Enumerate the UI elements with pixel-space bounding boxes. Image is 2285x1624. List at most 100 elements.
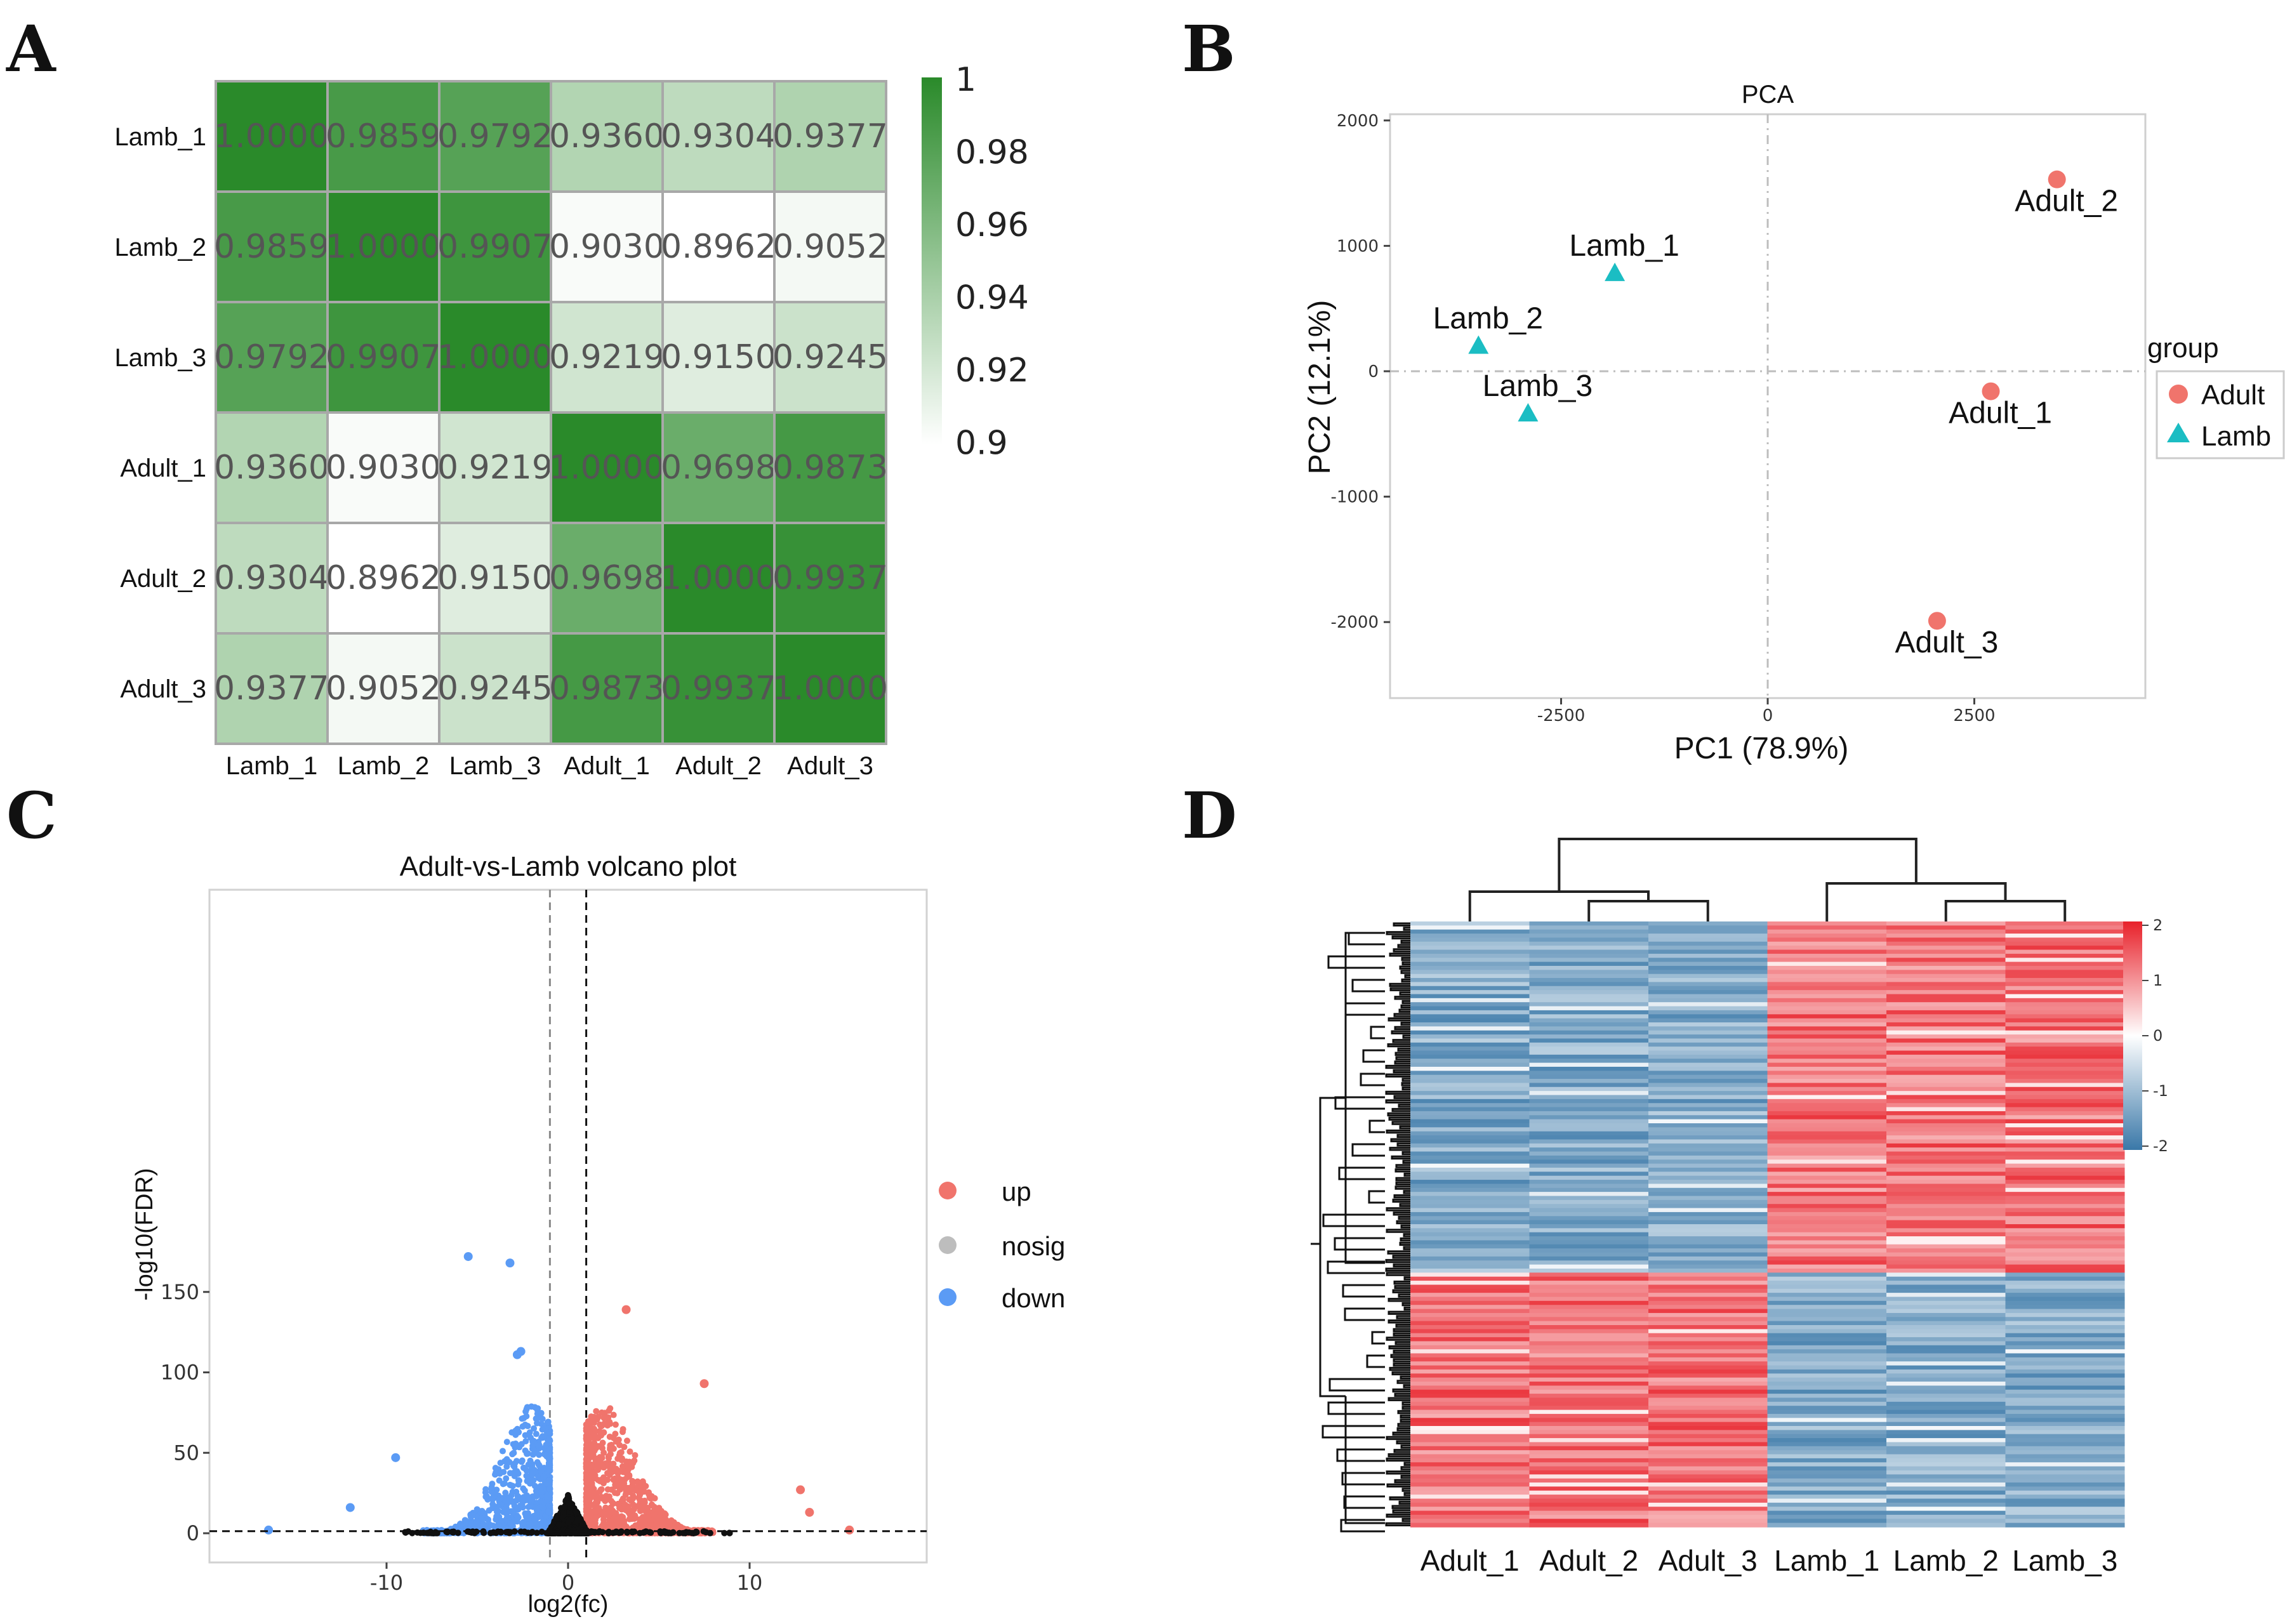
- heatmap-strip: [1410, 1341, 1530, 1346]
- heatmap-strip: [1767, 1430, 1887, 1435]
- heatmap-strip: [2005, 1284, 2125, 1290]
- heatmap-strip: [1767, 1357, 1887, 1363]
- heatmap-strip: [2005, 1228, 2125, 1233]
- heatmap-strip: [1529, 998, 1649, 1003]
- heatmap-strip: [1767, 1248, 1887, 1253]
- heatmap-strip: [1767, 937, 1887, 942]
- heatmap-strip: [1529, 941, 1649, 946]
- heatmap-strip: [2005, 974, 2125, 979]
- volcano-point: [508, 1482, 515, 1489]
- heatmap-strip: [1767, 1220, 1887, 1225]
- volcano-point: [524, 1450, 531, 1457]
- volcano-point: [668, 1524, 675, 1531]
- heatmap-strip: [1648, 1264, 1768, 1269]
- panel-b-label: B: [1182, 11, 1236, 86]
- heatmap-strip: [2005, 1026, 2125, 1031]
- heatmap-strip: [1529, 1046, 1649, 1052]
- heatmap-strip: [1529, 1510, 1649, 1515]
- heatmap-strip: [1886, 1309, 2006, 1314]
- volcano-point: [600, 1519, 607, 1526]
- heatmap-strip: [1529, 1211, 1649, 1217]
- heatmap-strip: [1767, 1127, 1887, 1132]
- heatmap-cell-value: 0.9052: [326, 670, 441, 708]
- heatmap-strip: [1886, 1059, 2006, 1064]
- heatmap-strip: [1648, 1010, 1768, 1015]
- heatmap-strip: [1648, 1187, 1768, 1192]
- heatmap-strip: [1410, 1418, 1530, 1423]
- heatmap-strip: [1886, 1095, 2006, 1100]
- heatmap-strip: [1410, 1232, 1530, 1237]
- heatmap-strip: [1410, 982, 1530, 987]
- pca-point-label: Adult_1: [1949, 397, 2052, 430]
- heatmap-strip: [2005, 1458, 2125, 1463]
- volcano-point: [626, 1510, 633, 1517]
- heatmap-strip: [2005, 1199, 2125, 1205]
- heatmap-strip: [1529, 1240, 1649, 1245]
- heatmap-strip: [1648, 1365, 1768, 1370]
- heatmap-strip: [1886, 937, 2006, 942]
- heatmap-strip: [1886, 1256, 2006, 1262]
- heatmap-strip: [1767, 1050, 1887, 1055]
- volcano-point: [614, 1474, 621, 1481]
- heatmap-strip: [1529, 1385, 1649, 1390]
- heatmap-strip: [1648, 1006, 1768, 1011]
- heatmap-strip: [1767, 1224, 1887, 1229]
- heatmap-strip: [1767, 1470, 1887, 1475]
- heatmap-cell-value: 0.9377: [772, 117, 888, 155]
- heatmap-strip: [2005, 1397, 2125, 1403]
- heatmap-strip: [1529, 1284, 1649, 1290]
- volcano-point: [468, 1512, 475, 1519]
- heatmap-strip: [1529, 1365, 1649, 1370]
- heatmap-cell: [661, 301, 776, 414]
- heatmap-strip: [2005, 1422, 2125, 1427]
- heatmap-strip: [1410, 929, 1530, 934]
- heatmap-strip: [1648, 1196, 1768, 1201]
- heatmap-strip: [1529, 1474, 1649, 1479]
- volcano-point: [468, 1521, 475, 1528]
- heatmap-strip: [1886, 1167, 2006, 1173]
- heatmap-strip: [1886, 961, 2006, 967]
- heatmap-strip: [1529, 1187, 1649, 1192]
- heatmap-strip: [1529, 1406, 1649, 1411]
- heatmap-strip: [2005, 1264, 2125, 1269]
- heatmap-strip: [1410, 1143, 1530, 1148]
- heatmap-strip: [1410, 1240, 1530, 1245]
- heatmap-strip: [1410, 1264, 1530, 1269]
- heatmap-strip: [1410, 990, 1530, 995]
- heatmap-strip: [2005, 986, 2125, 991]
- heatmap-cell-value: 0.9937: [661, 670, 776, 708]
- heatmap-strip: [1410, 934, 1530, 939]
- heatmap-strip: [1410, 1300, 1530, 1305]
- heatmap-strip: [1886, 1377, 2006, 1382]
- heatmap-strip: [1886, 1139, 2006, 1144]
- volcano-y-tick-label: 0: [187, 1521, 199, 1545]
- volcano-plot: -10 0 10 150 100 50 0: [161, 888, 928, 1595]
- heatmap-strip: [1529, 1159, 1649, 1165]
- heatmap-strip: [1767, 1317, 1887, 1322]
- heatmap-strip: [1529, 1252, 1649, 1257]
- heatmap-strip: [1529, 937, 1649, 942]
- heatmap-strip: [1767, 1482, 1887, 1488]
- heatmap-cell-value: 0.9698: [549, 559, 665, 597]
- heatmap-strip: [1529, 1281, 1649, 1286]
- heatmap-strip: [1529, 1196, 1649, 1201]
- volcano-point: [661, 1510, 668, 1517]
- heatmap-strip: [2005, 1107, 2125, 1112]
- heatmap-strip: [1886, 1026, 2006, 1031]
- heatmap-strip: [1529, 1143, 1649, 1148]
- heatmap-strip: [1886, 1143, 2006, 1148]
- heatmap-strip: [1648, 1312, 1768, 1318]
- heatmap-strip: [2005, 1034, 2125, 1040]
- heatmap-strip: [1410, 958, 1530, 963]
- volcano-point: [610, 1460, 617, 1467]
- heatmap-strip: [1886, 949, 2006, 954]
- heatmap-strip: [1648, 1309, 1768, 1314]
- heatmap-strip: [2005, 1361, 2125, 1366]
- volcano-legend-down-marker: [939, 1288, 957, 1306]
- volcano-point: [540, 1434, 547, 1441]
- volcano-point-nosig: [571, 1529, 578, 1536]
- heatmap-strip: [1529, 1357, 1649, 1363]
- heatmap-strip: [1886, 1450, 2006, 1455]
- heatmap-strip: [2005, 1293, 2125, 1298]
- heatmap-strip: [1410, 1406, 1530, 1411]
